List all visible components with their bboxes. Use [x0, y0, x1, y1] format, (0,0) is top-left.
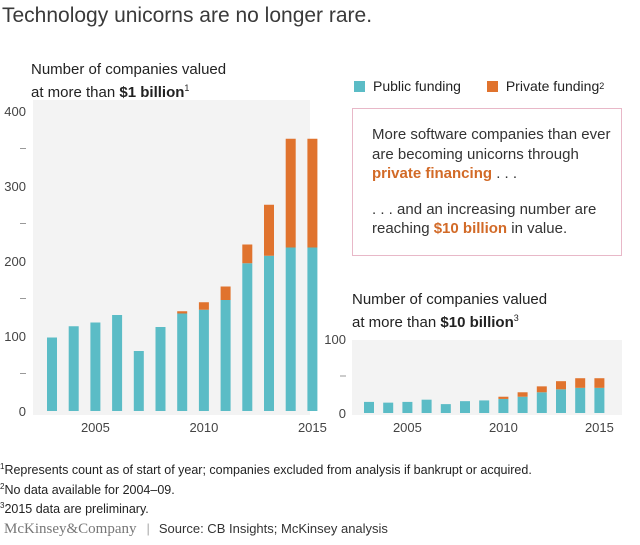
source-line: McKinsey&Company | Source: CB Insights; Mc…: [4, 521, 388, 538]
left-bar-private: [264, 205, 274, 256]
left-bar-private: [199, 302, 209, 310]
right-bar-public: [479, 400, 489, 413]
source-separator: |: [147, 521, 150, 536]
left-bar-public: [307, 248, 317, 412]
left-ytick-label: 100: [4, 329, 26, 344]
right-bar-private: [575, 378, 585, 388]
right-bar-public: [383, 403, 393, 413]
right-bar-public: [556, 389, 566, 413]
left-bar-public: [112, 315, 122, 411]
right-bar-public: [422, 400, 432, 413]
footnote-2-text: No data available for 2004–09.: [4, 483, 174, 497]
footnote-1-text: Represents count as of start of year; co…: [4, 463, 531, 477]
right-ytick-label: 0: [339, 406, 346, 421]
left-xtick-label: 2005: [81, 420, 110, 435]
left-bar-public: [156, 327, 166, 411]
left-ytick-label: 300: [4, 179, 26, 194]
left-bar-public: [199, 310, 209, 411]
left-bar-private: [177, 311, 187, 313]
right-bar-private: [556, 381, 566, 389]
left-ytick-label: 400: [4, 104, 26, 119]
left-bar-private: [242, 245, 252, 264]
footnotes: 1Represents count as of start of year; c…: [0, 459, 532, 518]
left-bar-private: [286, 139, 296, 248]
left-bar-public: [286, 248, 296, 412]
left-bar-public: [242, 263, 252, 411]
right-bar-private: [594, 378, 604, 388]
right-bar-public: [518, 397, 528, 413]
left-bar-public: [264, 256, 274, 411]
right-bar-public: [402, 402, 412, 413]
left-xtick-label: 2015: [298, 420, 327, 435]
right-xtick-label: 2010: [489, 420, 518, 435]
right-xtick-label: 2015: [585, 420, 614, 435]
right-bar-public: [537, 392, 547, 413]
right-bar-public: [575, 388, 585, 413]
right-ytick-label: 100: [324, 332, 346, 347]
left-bar-private: [307, 139, 317, 248]
left-ytick-label: 200: [4, 254, 26, 269]
right-bar-public: [364, 402, 374, 413]
left-xtick-label: 2010: [189, 420, 218, 435]
right-bar-public: [594, 388, 604, 413]
brand-logo: McKinsey&Company: [4, 521, 137, 537]
left-bar-public: [47, 338, 57, 412]
left-ytick-label: 0: [19, 404, 26, 419]
right-bar-private: [537, 386, 547, 392]
footnote-3: 32015 data are preliminary.: [0, 498, 532, 518]
right-bar-public: [441, 404, 451, 413]
left-bar-public: [221, 300, 231, 411]
source-text: Source: CB Insights; McKinsey analysis: [159, 521, 388, 536]
right-bar-private: [518, 392, 528, 396]
footnote-2: 2No data available for 2004–09.: [0, 479, 532, 499]
right-xtick-label: 2005: [393, 420, 422, 435]
right-bar-private: [498, 397, 508, 399]
left-bar-public: [177, 314, 187, 412]
footnote-1: 1Represents count as of start of year; c…: [0, 459, 532, 479]
right-bar-public: [498, 399, 508, 413]
left-bar-public: [90, 323, 100, 412]
footnote-3-text: 2015 data are preliminary.: [4, 502, 148, 516]
right-bar-public: [460, 401, 470, 413]
left-bar-public: [69, 326, 79, 411]
left-bar-public: [134, 351, 144, 411]
left-bar-private: [221, 287, 231, 301]
